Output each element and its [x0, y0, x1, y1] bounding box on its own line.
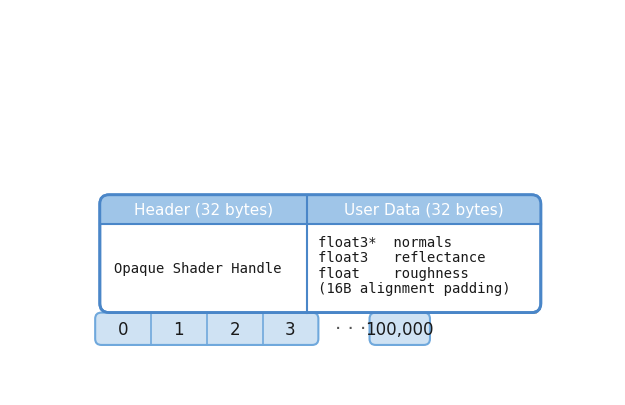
Text: float3*  normals: float3* normals	[318, 235, 452, 249]
FancyBboxPatch shape	[100, 195, 541, 224]
FancyBboxPatch shape	[95, 313, 318, 345]
Text: float    roughness: float roughness	[318, 266, 468, 280]
Text: 0: 0	[118, 320, 128, 338]
Bar	[100, 214, 541, 224]
Text: (16B alignment padding): (16B alignment padding)	[318, 281, 510, 295]
Text: User Data (32 bytes): User Data (32 bytes)	[344, 202, 504, 217]
Text: 3: 3	[285, 320, 296, 338]
Text: Opaque Shader Handle: Opaque Shader Handle	[114, 262, 281, 276]
Text: float3   reflectance: float3 reflectance	[318, 251, 485, 264]
Text: · · ·: · · ·	[336, 320, 367, 339]
Text: 1: 1	[174, 320, 184, 338]
Text: 100,000: 100,000	[366, 320, 434, 338]
FancyBboxPatch shape	[369, 313, 430, 345]
Text: 2: 2	[229, 320, 240, 338]
FancyBboxPatch shape	[100, 195, 541, 313]
Text: Header (32 bytes): Header (32 bytes)	[134, 202, 273, 217]
